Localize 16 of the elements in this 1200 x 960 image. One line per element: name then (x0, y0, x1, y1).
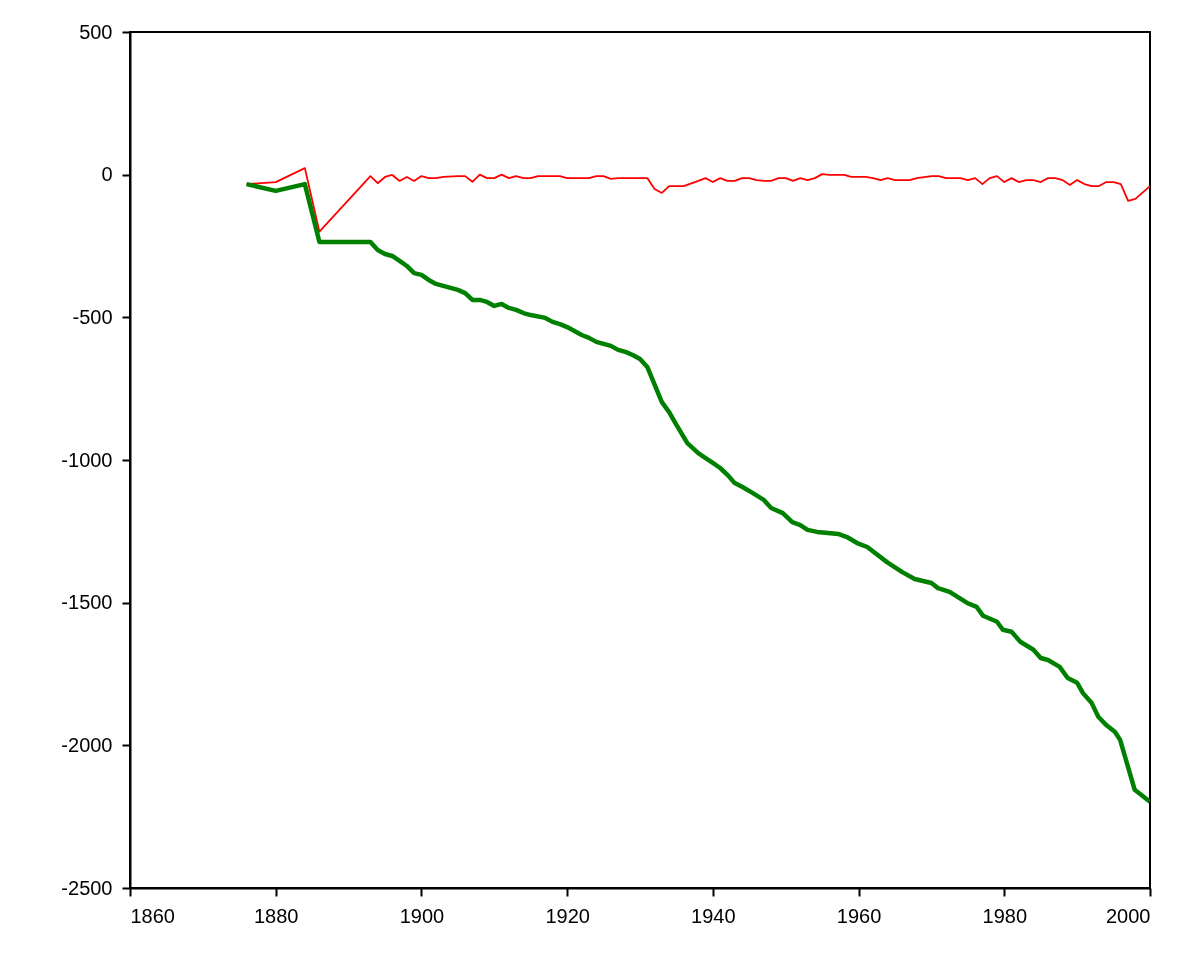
x-tick-label: 1960 (836, 904, 882, 927)
y-tick-label: 0 (101, 163, 113, 186)
y-tick-label: -1000 (61, 448, 113, 471)
x-tick-label: 1860 (130, 904, 175, 927)
x-tick-label: 1980 (982, 904, 1028, 927)
y-tick-label: -2500 (61, 876, 113, 899)
y-tick-label: 500 (79, 20, 113, 43)
y-tick-label: -2000 (61, 733, 113, 756)
y-tick-label: -1500 (61, 591, 113, 614)
x-tick-label: 1880 (253, 904, 299, 927)
x-tick-label: 1920 (545, 904, 590, 927)
line-series (244, 181, 1150, 805)
x-tick-label: 1900 (399, 904, 445, 927)
y-tick-label: -500 (72, 305, 113, 328)
x-tick-label: 2000 (1106, 904, 1151, 927)
x-tick-label: 1940 (691, 904, 736, 927)
